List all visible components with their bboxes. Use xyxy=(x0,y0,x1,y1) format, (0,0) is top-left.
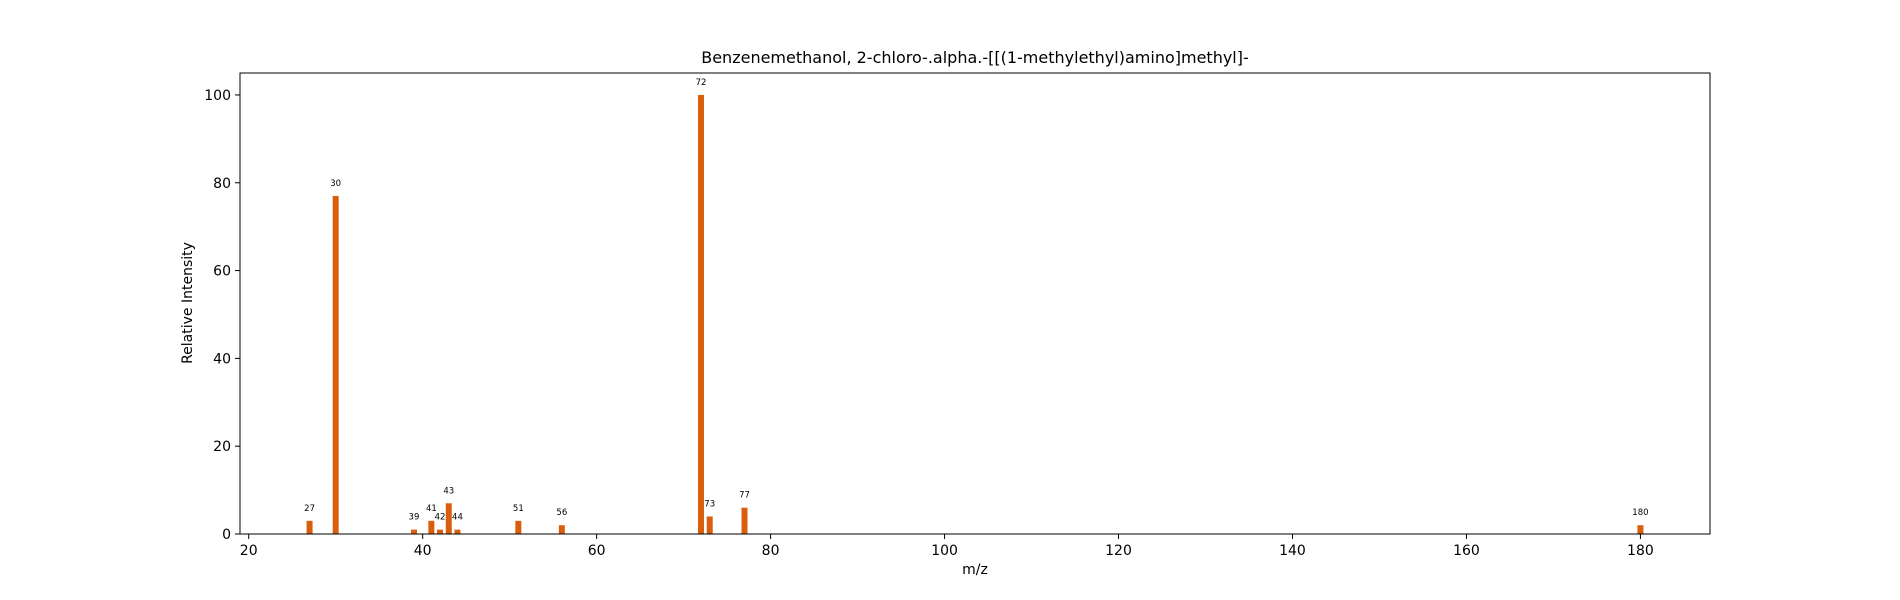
bar-mz-27 xyxy=(306,520,313,534)
bar-mz-51 xyxy=(515,520,522,534)
peak-label-43: 43 xyxy=(443,486,454,496)
peak-label-41: 41 xyxy=(426,504,437,514)
y-tick-label: 0 xyxy=(222,527,231,543)
y-tick-label: 60 xyxy=(213,264,231,280)
bar-mz-56 xyxy=(558,525,565,534)
bar-mz-77 xyxy=(741,507,748,534)
bar-mz-44 xyxy=(454,529,461,534)
x-tick-label: 120 xyxy=(1105,543,1132,559)
peak-label-39: 39 xyxy=(409,513,420,523)
bars-group xyxy=(306,94,1644,534)
peak-label-72: 72 xyxy=(696,78,707,88)
plot-area-frame xyxy=(239,72,1711,535)
peak-label-30: 30 xyxy=(330,179,341,189)
x-tick-label: 140 xyxy=(1279,543,1306,559)
bar-mz-180 xyxy=(1637,525,1644,534)
x-tick-label: 20 xyxy=(240,543,258,559)
peak-label-44: 44 xyxy=(452,513,463,523)
bar-mz-42 xyxy=(437,529,444,534)
y-tick-label: 80 xyxy=(213,176,231,192)
x-tick-label: 160 xyxy=(1453,543,1480,559)
x-tick-label: 100 xyxy=(931,543,958,559)
x-tick-label: 80 xyxy=(762,543,780,559)
bar-mz-72 xyxy=(698,94,705,534)
peak-label-73: 73 xyxy=(704,499,715,509)
x-tick-label: 60 xyxy=(588,543,606,559)
chart-title: Benzenemethanol, 2-chloro-.alpha.-[[(1-m… xyxy=(701,48,1249,67)
peak-label-51: 51 xyxy=(513,504,524,514)
peak-label-77: 77 xyxy=(739,491,750,501)
y-tick-label: 40 xyxy=(213,351,231,367)
y-axis-ticks: 0 20 40 60 80 100 xyxy=(204,88,240,543)
y-tick-label: 100 xyxy=(204,88,231,104)
x-tick-label: 180 xyxy=(1627,543,1654,559)
peak-label-180: 180 xyxy=(1632,508,1648,518)
y-axis-title: Relative Intensity xyxy=(180,242,196,364)
x-axis-title: m/z xyxy=(962,562,988,578)
peak-label-27: 27 xyxy=(304,504,315,514)
bar-mz-39 xyxy=(410,529,417,534)
y-tick-label: 20 xyxy=(213,439,231,455)
bar-mz-73 xyxy=(706,516,713,534)
peak-label-42: 42 xyxy=(435,513,446,523)
bar-mz-43 xyxy=(445,503,452,534)
bar-mz-30 xyxy=(332,195,339,534)
x-tick-label: 40 xyxy=(414,543,432,559)
x-axis-ticks: 20 40 60 80 100 120 140 160 180 xyxy=(240,534,1654,559)
bar-mz-41 xyxy=(428,520,435,534)
peak-label-56: 56 xyxy=(556,508,567,518)
